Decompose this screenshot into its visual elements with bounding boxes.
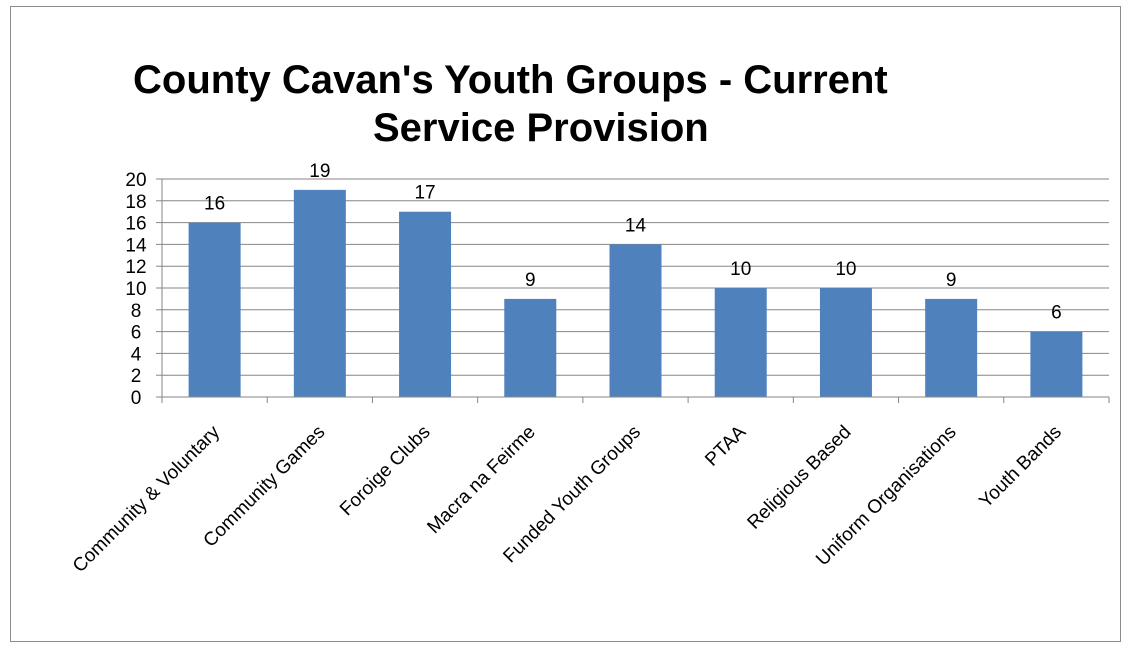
data-label: 10 xyxy=(730,259,751,280)
data-label: 6 xyxy=(1051,303,1062,324)
x-category-label: Foroige Clubs xyxy=(336,422,434,520)
y-tick-label: 20 xyxy=(125,170,146,191)
data-label: 9 xyxy=(525,270,536,291)
bars xyxy=(188,189,1083,397)
bar xyxy=(819,288,872,397)
y-tick-label: 8 xyxy=(131,301,142,322)
y-tick-label: 10 xyxy=(125,279,146,300)
bar xyxy=(714,288,767,397)
bar xyxy=(504,298,557,397)
x-category-label: Youth Bands xyxy=(975,422,1066,513)
x-category-label: PTAA xyxy=(701,421,750,470)
y-tick-label: 4 xyxy=(131,344,142,365)
y-tick-label: 12 xyxy=(125,257,146,278)
bar xyxy=(1030,331,1083,397)
data-labels: 16 19 17 9 14 10 10 9 6 xyxy=(204,161,1062,324)
data-label: 14 xyxy=(625,215,647,236)
x-category-label: Macra na Feirme xyxy=(423,422,539,538)
chart-title: County Cavan's Youth Groups - Current Se… xyxy=(0,56,1129,152)
axes xyxy=(156,178,1110,403)
y-tick-label: 0 xyxy=(131,388,142,409)
y-tick-label: 18 xyxy=(125,192,146,213)
data-label: 17 xyxy=(414,183,435,204)
y-tick-label: 16 xyxy=(125,214,146,235)
chart-title-line-2: Service Provision xyxy=(373,106,709,150)
bar xyxy=(293,189,346,397)
x-category-label: Religious Based xyxy=(744,422,856,534)
bar xyxy=(609,244,662,397)
y-tick-label: 14 xyxy=(125,235,147,256)
data-label: 16 xyxy=(204,194,225,215)
data-label: 10 xyxy=(835,259,856,280)
y-tick-label: 6 xyxy=(131,323,142,344)
data-label: 19 xyxy=(309,161,330,182)
y-tick-label: 2 xyxy=(131,366,142,387)
data-label: 9 xyxy=(946,270,957,291)
x-category-label: Community & Voluntary xyxy=(69,421,225,577)
bar xyxy=(925,298,978,397)
bar xyxy=(188,222,241,397)
chart-title-line-1: County Cavan's Youth Groups - Current xyxy=(133,58,888,102)
bar xyxy=(399,211,452,397)
